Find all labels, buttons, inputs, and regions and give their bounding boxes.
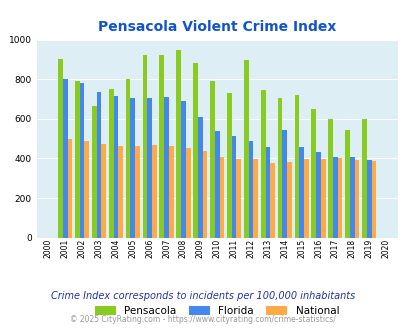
Bar — [63, 79, 68, 238]
Bar — [219, 157, 224, 238]
Bar — [210, 81, 214, 238]
Legend: Pensacola, Florida, National: Pensacola, Florida, National — [95, 306, 338, 316]
Text: Crime Index corresponds to incidents per 100,000 inhabitants: Crime Index corresponds to incidents per… — [51, 291, 354, 301]
Bar — [181, 101, 185, 238]
Bar — [214, 131, 219, 238]
Bar — [226, 93, 231, 238]
Bar — [371, 161, 375, 238]
Bar — [282, 130, 286, 238]
Bar — [286, 162, 291, 238]
Bar — [198, 117, 202, 238]
Bar — [142, 55, 147, 238]
Bar — [265, 147, 270, 238]
Bar — [366, 160, 371, 238]
Bar — [236, 159, 241, 238]
Bar — [243, 60, 248, 238]
Bar — [164, 97, 168, 238]
Bar — [193, 63, 198, 238]
Bar — [311, 109, 315, 238]
Bar — [260, 90, 265, 238]
Bar — [159, 55, 164, 238]
Bar — [315, 152, 320, 238]
Bar — [113, 96, 118, 238]
Bar — [126, 79, 130, 238]
Bar — [337, 158, 342, 238]
Bar — [344, 130, 349, 238]
Bar — [185, 148, 190, 238]
Title: Pensacola Violent Crime Index: Pensacola Violent Crime Index — [98, 20, 336, 34]
Bar — [202, 151, 207, 238]
Bar — [118, 146, 123, 238]
Bar — [320, 159, 325, 238]
Bar — [84, 141, 89, 238]
Bar — [75, 81, 79, 238]
Bar — [361, 119, 366, 238]
Bar — [58, 59, 63, 238]
Bar — [248, 141, 253, 238]
Bar — [303, 159, 308, 238]
Bar — [130, 98, 135, 238]
Bar — [92, 106, 96, 238]
Bar — [79, 83, 84, 238]
Bar — [277, 98, 282, 238]
Bar — [151, 145, 156, 238]
Bar — [68, 139, 72, 238]
Bar — [354, 160, 358, 238]
Bar — [253, 159, 258, 238]
Bar — [328, 119, 332, 238]
Bar — [96, 92, 101, 238]
Bar — [168, 146, 173, 238]
Bar — [231, 136, 236, 238]
Bar — [176, 50, 181, 238]
Bar — [294, 95, 298, 238]
Text: © 2025 CityRating.com - https://www.cityrating.com/crime-statistics/: © 2025 CityRating.com - https://www.city… — [70, 315, 335, 324]
Bar — [349, 157, 354, 238]
Bar — [147, 98, 151, 238]
Bar — [135, 146, 140, 238]
Bar — [332, 157, 337, 238]
Bar — [270, 163, 274, 238]
Bar — [101, 144, 106, 238]
Bar — [109, 89, 113, 238]
Bar — [298, 147, 303, 238]
